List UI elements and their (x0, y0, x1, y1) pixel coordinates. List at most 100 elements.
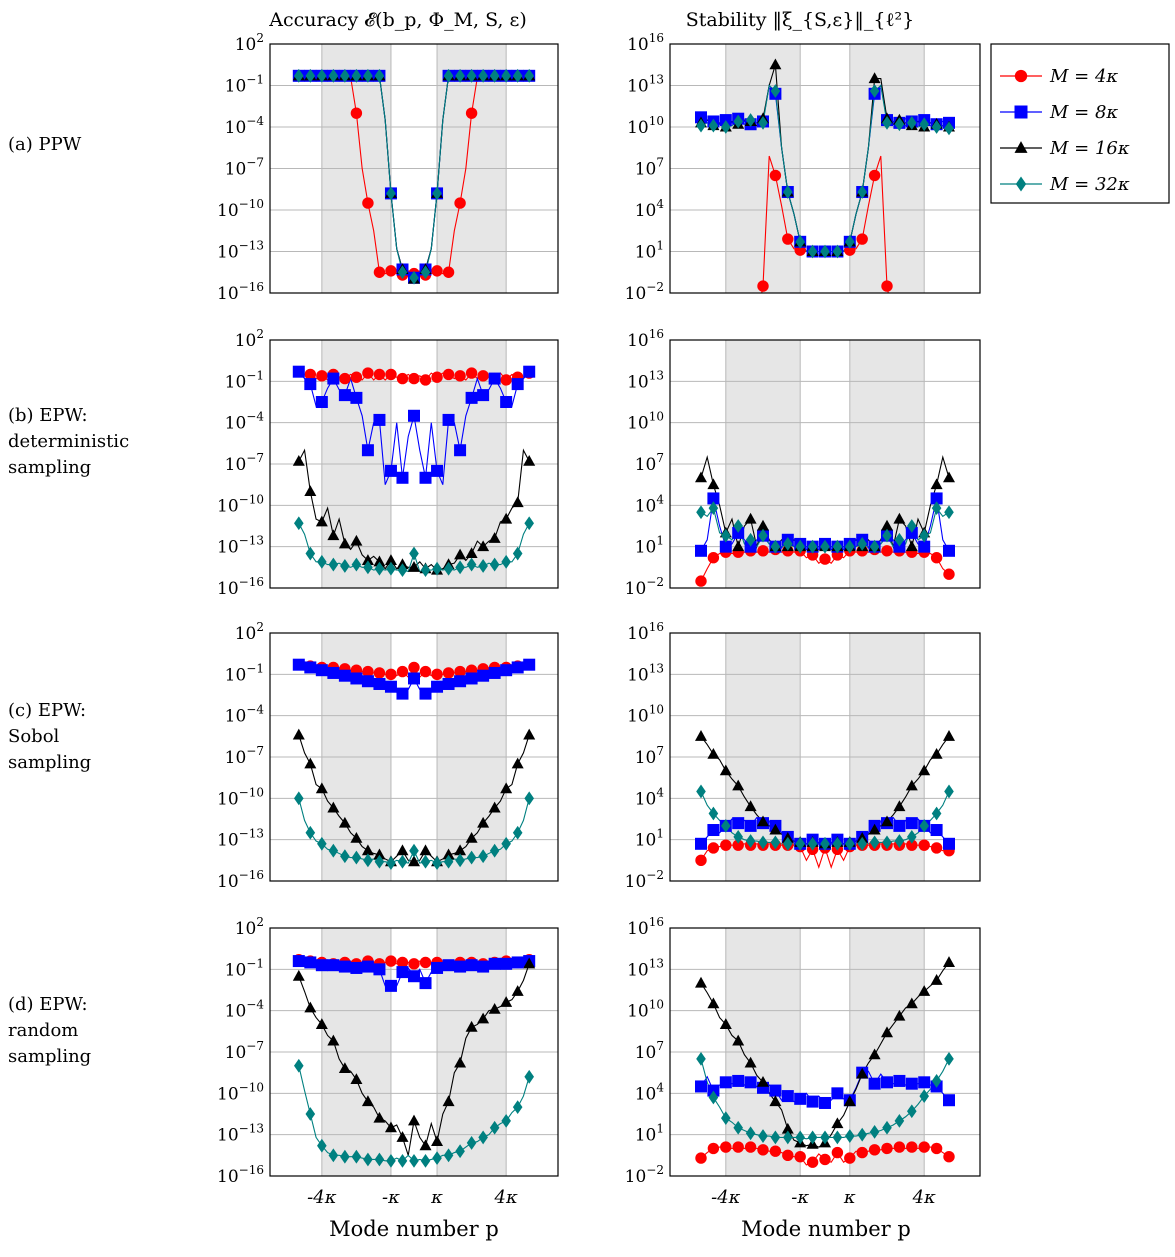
data-point-1 (385, 265, 397, 277)
data-point-1 (930, 551, 943, 564)
data-point-4 (512, 825, 523, 840)
y-tick-label: 10−13 (217, 534, 264, 558)
y-tick-label: 107 (635, 451, 664, 475)
data-point-2 (442, 959, 455, 972)
series-group (695, 730, 955, 869)
data-point-2 (918, 540, 931, 553)
data-point-1 (465, 367, 478, 379)
data-point-4 (386, 856, 396, 870)
data-point-2 (454, 675, 467, 688)
data-point-3 (868, 72, 881, 84)
data-point-4 (363, 853, 373, 868)
data-point-4 (455, 1144, 465, 1159)
data-point-4 (696, 784, 706, 799)
data-point-4 (931, 806, 942, 821)
data-point-1 (408, 958, 420, 970)
axes-frame (269, 927, 559, 1177)
legend-label-3: M = 16κ (1049, 138, 1130, 159)
data-point-3 (769, 58, 782, 70)
y-tick-label: 10−7 (225, 451, 264, 475)
data-point-1 (373, 266, 386, 278)
data-point-3 (488, 532, 501, 543)
data-point-3 (905, 997, 918, 1009)
data-point-1 (419, 374, 432, 386)
data-point-3 (477, 1012, 490, 1024)
data-point-4 (758, 1129, 768, 1143)
data-point-2 (930, 824, 943, 837)
data-point-2 (732, 817, 745, 830)
data-point-2 (361, 675, 374, 688)
data-point-4 (845, 234, 855, 249)
data-point-4 (443, 1148, 454, 1163)
data-point-2 (373, 413, 386, 426)
y-tick-label: 1010 (627, 998, 664, 1022)
data-point-4 (708, 501, 719, 515)
data-point-4 (820, 836, 830, 851)
y-tick-label: 102 (235, 915, 264, 939)
data-point-3 (442, 848, 455, 860)
data-point-2 (431, 464, 444, 477)
data-point-1 (454, 665, 466, 678)
data-point-4 (696, 1051, 706, 1066)
data-point-1 (831, 1146, 844, 1159)
axes-frame (669, 927, 981, 1177)
data-point-3 (408, 1114, 420, 1126)
data-point-1 (906, 839, 918, 851)
row-label-3: (c) EPW: (8, 700, 86, 721)
data-point-1 (442, 266, 455, 278)
x-axis-label-left: Mode number p (329, 1217, 499, 1241)
data-point-4 (432, 186, 442, 201)
axes-frame (669, 43, 981, 294)
data-point-1 (794, 1151, 806, 1163)
data-point-2 (893, 819, 906, 832)
data-point-4 (845, 1129, 855, 1143)
data-point-4 (733, 1120, 743, 1135)
data-point-4 (501, 554, 511, 569)
data-point-4 (758, 835, 768, 850)
y-tick-label: 1016 (627, 327, 664, 351)
data-point-2 (488, 666, 501, 679)
data-point-1 (362, 367, 374, 379)
data-point-4 (931, 120, 942, 134)
legend-marker (1014, 141, 1028, 153)
data-point-1 (930, 1142, 943, 1155)
data-point-1 (769, 1145, 782, 1157)
y-tick-label: 107 (635, 1039, 664, 1063)
data-point-3 (500, 512, 513, 524)
data-point-3 (454, 548, 467, 560)
data-point-3 (350, 1073, 363, 1085)
data-point-4 (443, 68, 454, 83)
data-point-4 (894, 1113, 905, 1128)
data-point-1 (695, 575, 707, 587)
data-point-4 (294, 791, 304, 806)
data-point-3 (373, 848, 386, 860)
data-point-3 (477, 540, 490, 552)
data-point-3 (523, 728, 536, 740)
data-point-3 (744, 512, 757, 524)
data-point-4 (783, 537, 793, 551)
data-point-3 (732, 779, 745, 791)
data-point-2 (819, 1096, 831, 1109)
data-point-4 (770, 539, 781, 554)
data-point-3 (384, 1121, 397, 1133)
data-point-2 (781, 1090, 794, 1103)
data-point-1 (918, 1141, 930, 1153)
data-point-2 (511, 956, 524, 969)
data-point-4 (721, 1111, 731, 1126)
y-tick-label: 102 (235, 31, 264, 55)
data-point-1 (707, 551, 720, 564)
data-point-1 (339, 372, 351, 385)
data-point-1 (431, 668, 443, 681)
data-point-3 (338, 1062, 351, 1074)
data-point-3 (304, 485, 317, 497)
data-point-2 (304, 661, 317, 674)
data-point-2 (831, 1087, 844, 1100)
data-point-1 (868, 169, 881, 182)
data-point-2 (695, 1080, 707, 1093)
data-point-4 (795, 836, 805, 851)
data-point-4 (328, 843, 339, 858)
data-point-3 (511, 985, 524, 996)
data-point-4 (294, 1058, 304, 1073)
data-point-4 (770, 84, 781, 98)
row-label-2: (b) EPW: (8, 405, 88, 426)
